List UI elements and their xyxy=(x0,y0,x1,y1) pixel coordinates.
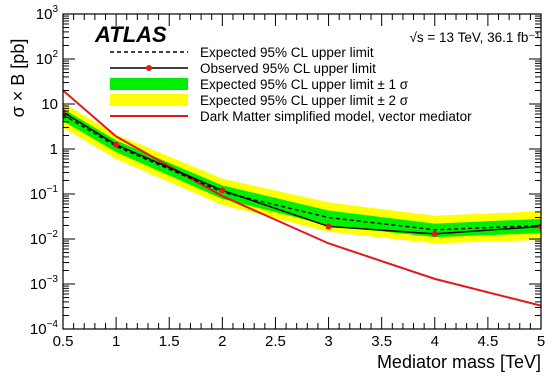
legend-item: Expected 95% CL upper limit xyxy=(110,45,374,60)
x-tick-label: 2 xyxy=(218,333,226,350)
observed-point xyxy=(113,141,120,148)
atlas-label: ATLAS xyxy=(94,22,167,47)
y-axis-title: σ × B [pb] xyxy=(8,39,28,118)
legend-item: Expected 95% CL upper limit ± 2 σ xyxy=(110,93,409,108)
observed-point xyxy=(325,223,332,230)
observed-point xyxy=(431,230,438,237)
legend-label: Expected 95% CL upper limit ± 1 σ xyxy=(200,77,409,92)
legend-label: Expected 95% CL upper limit xyxy=(200,45,374,60)
x-tick-label: 4 xyxy=(431,333,439,350)
legend-marker xyxy=(146,65,152,71)
y-tick-label: 10 xyxy=(41,96,58,113)
y-tick-label: 103 xyxy=(36,4,59,23)
axes: 0.5 1 1.5 2 2.5 3 3.5 4 4.5 5 10−4 10−3 10−2 10−1 1 10 1… xyxy=(30,4,545,350)
bands xyxy=(63,103,541,244)
legend-label: Observed 95% CL upper limit xyxy=(200,61,376,76)
observed-line xyxy=(63,111,541,235)
y-tick-label: 10−4 xyxy=(30,319,59,338)
theory-line xyxy=(63,89,541,307)
x-tick-label: 3 xyxy=(324,333,332,350)
legend-item: Dark Matter simplified model, vector med… xyxy=(110,109,472,124)
x-tick-label: 3.5 xyxy=(371,333,392,350)
y-tick-label: 1 xyxy=(50,141,58,158)
energy-label: √s = 13 TeV, 36.1 fb⁻¹ xyxy=(410,30,541,45)
legend-swatch xyxy=(110,94,188,106)
x-tick-label: 0.5 xyxy=(53,333,74,350)
legend-label: Expected 95% CL upper limit ± 2 σ xyxy=(200,93,409,108)
x-tick-label: 4.5 xyxy=(477,333,498,350)
y-tick-label: 102 xyxy=(36,49,59,68)
x-axis-title: Mediator mass [TeV] xyxy=(377,352,541,372)
x-tick-label: 1.5 xyxy=(159,333,180,350)
x-tick-label: 5 xyxy=(537,333,545,350)
x-tick-label: 1 xyxy=(112,333,120,350)
series-lines xyxy=(63,89,541,307)
x-tick-label: 2.5 xyxy=(265,333,286,350)
observed-point xyxy=(219,187,226,194)
y-tick-label: 10−2 xyxy=(30,229,59,248)
plot-frame xyxy=(62,13,542,330)
legend-swatch xyxy=(110,78,188,90)
y-tick-label: 10−1 xyxy=(30,184,59,203)
legend-item: Expected 95% CL upper limit ± 1 σ xyxy=(110,77,409,92)
expected-line xyxy=(63,114,541,231)
legend-label: Dark Matter simplified model, vector med… xyxy=(200,109,472,124)
y-tick-label: 10−3 xyxy=(30,274,59,293)
legend-item: Observed 95% CL upper limit xyxy=(110,61,376,76)
